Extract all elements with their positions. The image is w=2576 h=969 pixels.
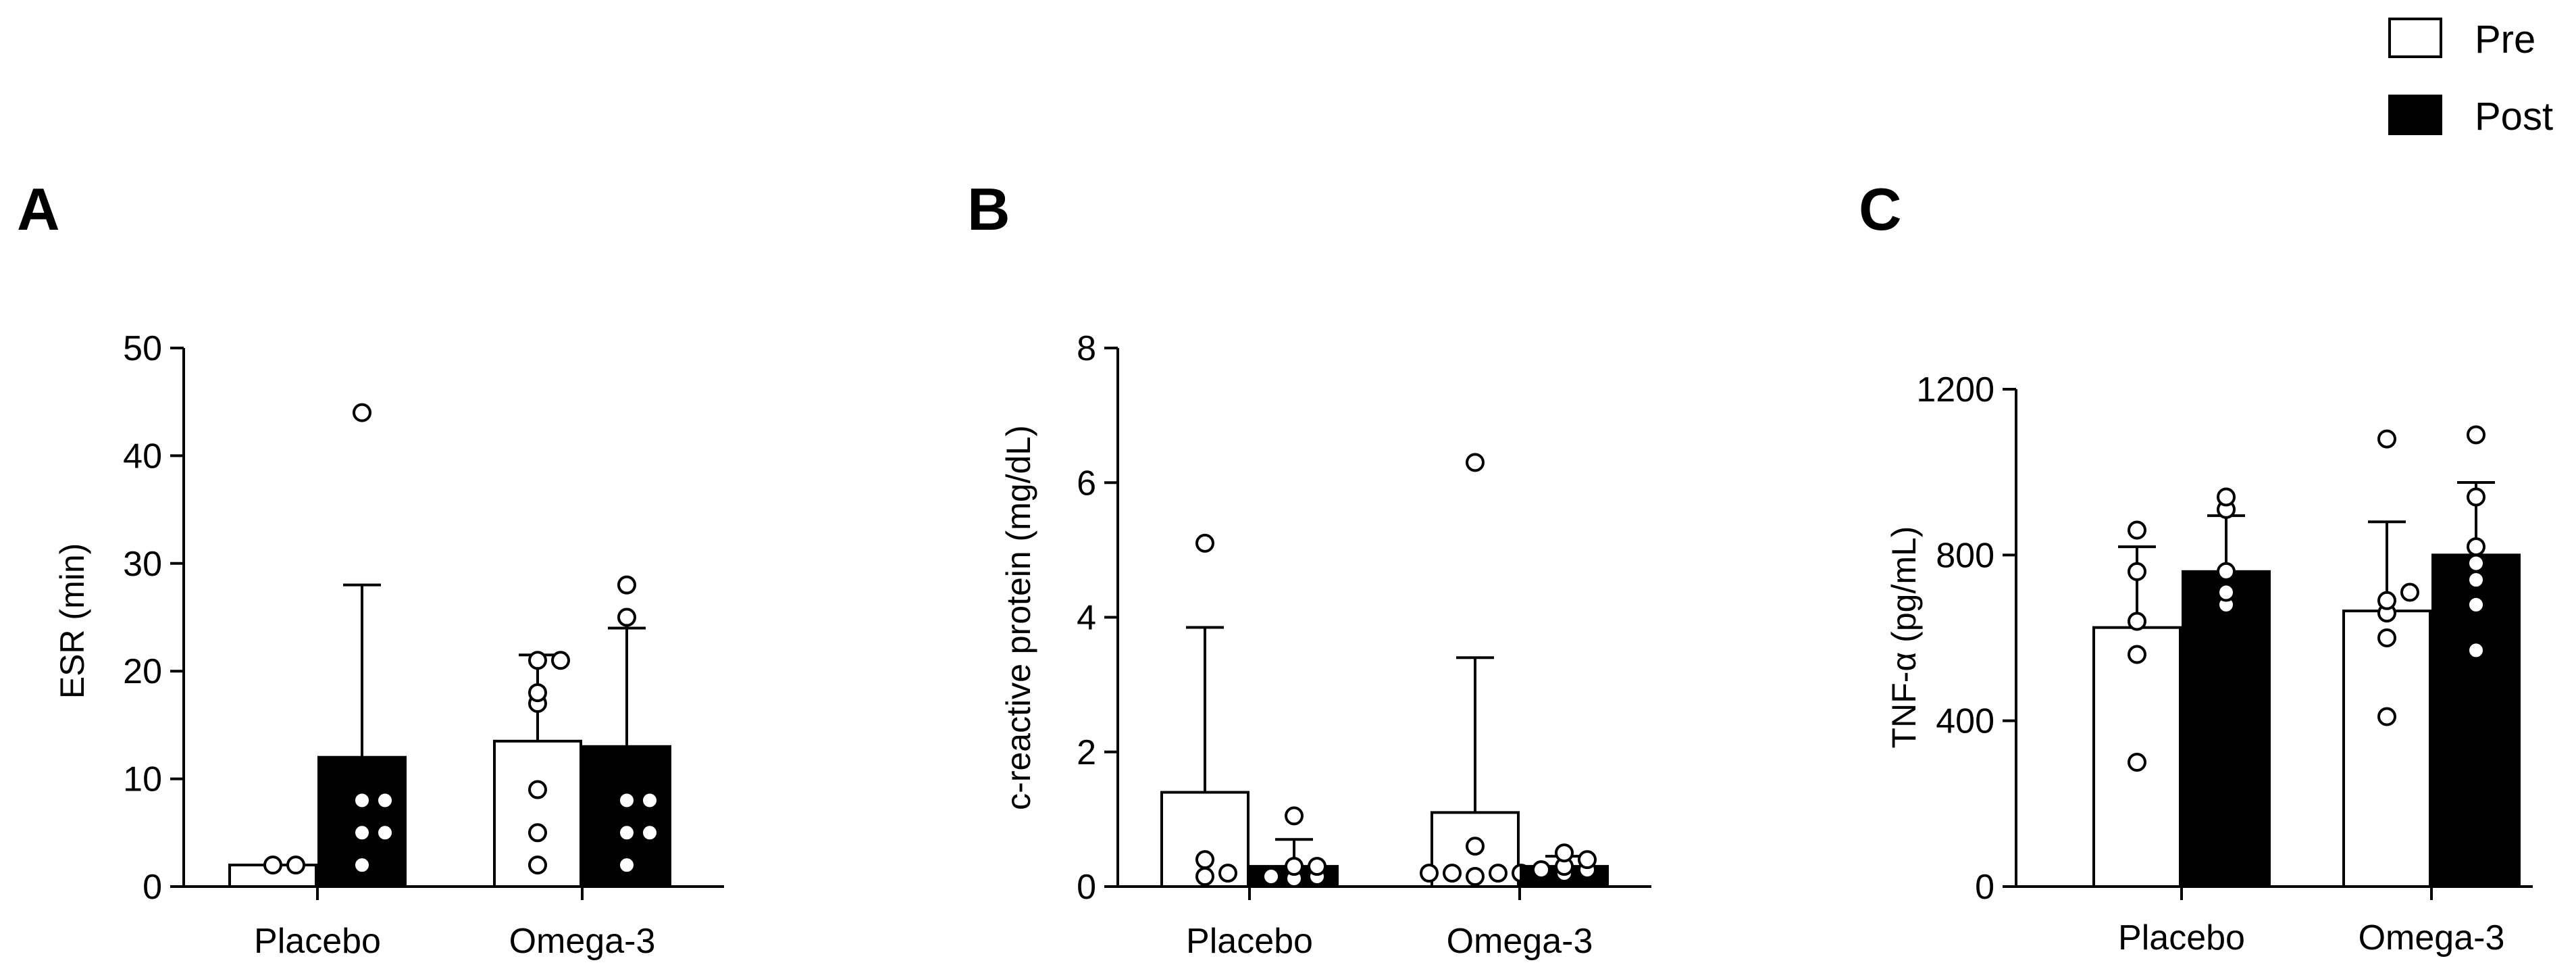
- y-tick-label: 2: [1077, 733, 1096, 772]
- data-point-post: [2467, 425, 2485, 445]
- bar-post-placebo: [2182, 570, 2271, 888]
- y-tick-label: 4: [1077, 599, 1096, 638]
- panel-b-letter: B: [967, 176, 1010, 243]
- data-point-pre: [1218, 864, 1237, 883]
- panel-b: B c-reactive protein (mg/dL) 0 2 4 6 8 Placeb…: [967, 176, 1651, 961]
- legend-label-pre: Pre: [2475, 18, 2535, 61]
- x-tick-label: Placebo: [2118, 918, 2245, 958]
- data-point-pre: [2400, 582, 2419, 602]
- data-point-pre: [2128, 562, 2146, 581]
- panel-c-plot: 0 400 800 1200 Placebo Omega-3: [1916, 370, 2533, 958]
- panel-a-plot: 0 10 20 30 40 50 Placebo Omega-3: [123, 329, 724, 961]
- y-tick-label: 10: [123, 760, 162, 799]
- y-tick-label: 40: [123, 437, 162, 476]
- data-point-pre: [2377, 429, 2396, 449]
- data-point-pre: [528, 823, 547, 843]
- data-point-pre: [2128, 753, 2146, 772]
- data-point-pre: [1489, 864, 1508, 883]
- bar-pre-omega-3: [2342, 610, 2431, 889]
- x-tick-label: Placebo: [1186, 922, 1313, 961]
- data-point-pre: [263, 855, 282, 875]
- data-point-post: [1285, 806, 1304, 826]
- y-tick-label: 50: [123, 329, 162, 368]
- data-point-post: [1308, 857, 1326, 876]
- data-point-pre: [551, 651, 570, 670]
- y-tick-label: 0: [1077, 868, 1096, 907]
- y-tick-label: 30: [123, 545, 162, 584]
- y-tick-label: 1200: [1916, 370, 1994, 409]
- data-point-post: [353, 823, 371, 843]
- y-tick-label: 20: [123, 652, 162, 691]
- data-point-post: [1285, 857, 1304, 876]
- data-point-pre: [1466, 867, 1485, 887]
- data-point-post: [1262, 867, 1281, 887]
- data-point-post: [2467, 641, 2485, 660]
- data-point-post: [2217, 487, 2236, 507]
- data-point-post: [617, 855, 636, 875]
- data-point-pre: [1195, 533, 1214, 553]
- legend-label-post: Post: [2475, 95, 2553, 139]
- y-tick-label: 800: [1936, 536, 1994, 575]
- data-point-post: [1555, 843, 1574, 863]
- data-point-post: [640, 791, 659, 810]
- data-point-pre: [2377, 707, 2396, 726]
- data-point-post: [1532, 860, 1551, 880]
- data-point-post: [2467, 537, 2485, 557]
- panel-c-letter: C: [1859, 176, 1902, 243]
- data-point-pre: [1195, 867, 1214, 887]
- y-tick-label: 6: [1077, 464, 1096, 503]
- data-point-post: [640, 823, 659, 843]
- y-tick-label: 8: [1077, 329, 1096, 368]
- data-point-pre: [2128, 520, 2146, 540]
- data-point-post: [376, 791, 394, 810]
- data-point-post: [617, 607, 636, 627]
- legend-swatch-pre: [2388, 18, 2442, 58]
- y-tick-label: 400: [1936, 702, 1994, 741]
- data-point-pre: [1195, 850, 1214, 870]
- data-point-post: [2217, 562, 2236, 581]
- x-tick-label: Omega-3: [2359, 918, 2505, 958]
- panel-c-ylabel: TNF-α (pg/mL): [1885, 526, 1923, 749]
- data-point-pre: [1420, 864, 1439, 883]
- panel-c: C TNF-α (pg/mL) 0 400 800 1200 Placebo Omega-…: [1859, 176, 2533, 958]
- data-point-pre: [1466, 453, 1485, 472]
- panel-b-ylabel: c-reactive protein (mg/dL): [1000, 425, 1037, 810]
- data-point-pre: [528, 780, 547, 799]
- x-tick-label: Placebo: [254, 922, 381, 961]
- data-point-pre: [528, 651, 547, 670]
- legend-swatch-post: [2388, 95, 2442, 135]
- data-point-pre: [2128, 612, 2146, 631]
- data-point-post: [2217, 582, 2236, 602]
- data-point-post: [2467, 553, 2485, 573]
- data-point-post: [2467, 570, 2485, 590]
- data-point-post: [617, 575, 636, 595]
- x-tick-label: Omega-3: [509, 922, 656, 961]
- data-point-pre: [286, 855, 305, 875]
- x-tick-label: Omega-3: [1447, 922, 1593, 961]
- data-point-post: [376, 823, 394, 843]
- data-point-pre: [528, 683, 547, 703]
- data-point-pre: [2377, 591, 2396, 610]
- data-point-post: [2467, 487, 2485, 507]
- data-point-post: [617, 823, 636, 843]
- data-point-post: [2467, 595, 2485, 614]
- data-point-pre: [528, 855, 547, 875]
- panel-a-letter: A: [17, 176, 60, 243]
- data-point-pre: [2128, 645, 2146, 664]
- data-point-post: [353, 791, 371, 810]
- panel-b-plot: 0 2 4 6 8 Placebo Omega-3: [1077, 329, 1651, 961]
- data-point-post: [353, 855, 371, 875]
- y-tick-label: 0: [143, 868, 162, 907]
- panel-a-ylabel: ESR (min): [53, 543, 91, 699]
- data-point-pre: [1443, 864, 1462, 883]
- data-point-pre: [1466, 837, 1485, 856]
- panel-a: A ESR (min) 0 10 20 30 40 50 Placebo Omega-3: [17, 176, 724, 961]
- legend: Pre Post: [2388, 18, 2553, 139]
- data-point-pre: [2377, 628, 2396, 647]
- data-point-post: [617, 791, 636, 810]
- y-tick-label: 0: [1975, 868, 1994, 907]
- data-point-post: [353, 403, 371, 422]
- data-point-post: [1578, 850, 1597, 870]
